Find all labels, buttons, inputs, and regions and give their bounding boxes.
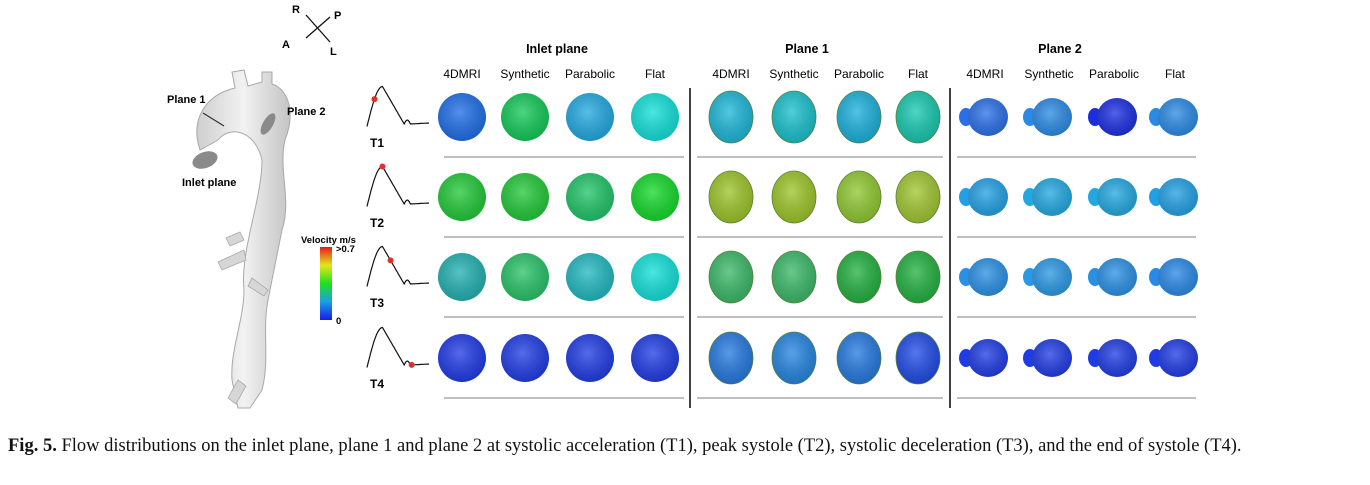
cell-shading	[438, 334, 486, 382]
colorbar-min: 0	[336, 316, 341, 327]
cell-shading	[837, 171, 881, 223]
time-point-label: T3	[370, 296, 384, 310]
column-header: Parabolic	[565, 67, 615, 81]
cell-shading	[1032, 178, 1072, 216]
cell-shading	[772, 171, 816, 223]
column-header: Parabolic	[834, 67, 884, 81]
colorbar-scale	[320, 247, 332, 320]
column-header: 4DMRI	[443, 67, 480, 81]
group-title: Plane 2	[1038, 42, 1082, 56]
column-header: Parabolic	[1089, 67, 1139, 81]
caption-text: Flow distributions on the inlet plane, p…	[56, 436, 1242, 456]
cell-shading	[968, 98, 1008, 136]
figure-panel: R P A L Plane 1 Plane 2 Inlet plane Velo…	[167, 4, 1198, 409]
cell-shading	[1158, 98, 1198, 136]
flow-waveform	[366, 165, 430, 207]
cell-shading	[1158, 339, 1198, 377]
column-headers: Inlet plane 4DMRI Synthetic Parabolic Flat Pl…	[443, 42, 1185, 81]
cell-shading	[501, 93, 549, 141]
time-point-label: T1	[370, 136, 384, 150]
column-header: 4DMRI	[712, 67, 749, 81]
orient-p-label: P	[334, 10, 341, 22]
time-marker	[379, 163, 386, 170]
cell-shading	[709, 251, 753, 303]
column-header: Synthetic	[1024, 67, 1073, 81]
flow-waveform	[366, 245, 430, 287]
cell-shading	[1097, 258, 1137, 296]
figure-caption: Fig. 5. Flow distributions on the inlet …	[8, 434, 1360, 458]
cell-shading	[709, 91, 753, 143]
cell-shading	[772, 251, 816, 303]
column-header: Flat	[645, 67, 666, 81]
cell-shading	[438, 173, 486, 221]
cell-shading	[896, 91, 940, 143]
flow-waveform	[366, 326, 430, 368]
plane1-label: Plane 1	[167, 94, 206, 106]
cell-shading	[968, 178, 1008, 216]
cell-shading	[566, 334, 614, 382]
cell-shading	[566, 93, 614, 141]
colorbar-title: Velocity m/s	[301, 235, 356, 246]
cell-shading	[501, 253, 549, 301]
cell-shading	[1097, 339, 1137, 377]
orient-l-label: L	[330, 46, 337, 58]
cell-shading	[896, 251, 940, 303]
cell-shading	[566, 253, 614, 301]
flow-waveform	[366, 85, 430, 127]
cell-shading	[631, 253, 679, 301]
cell-shading	[896, 171, 940, 223]
cell-shading	[1097, 98, 1137, 136]
column-header: 4DMRI	[966, 67, 1003, 81]
column-header: Flat	[908, 67, 929, 81]
cell-shading	[1032, 339, 1072, 377]
cell-shading	[501, 334, 549, 382]
aorta-model: Plane 1 Plane 2 Inlet plane	[167, 69, 326, 409]
cell-shading	[709, 332, 753, 384]
cell-shading	[631, 93, 679, 141]
cell-shading	[837, 332, 881, 384]
time-marker	[387, 257, 394, 264]
group-title: Plane 1	[785, 42, 829, 56]
cell-shading	[631, 334, 679, 382]
group-dividers	[444, 88, 1196, 408]
cell-shading	[1032, 98, 1072, 136]
cell-shading	[968, 258, 1008, 296]
cell-shading	[631, 173, 679, 221]
time-point-label: T2	[370, 216, 384, 230]
velocity-colorbar: Velocity m/s >0.7 0	[301, 235, 356, 327]
orient-r-label: R	[292, 4, 300, 16]
cell-shading	[772, 91, 816, 143]
cell-shading	[1097, 178, 1137, 216]
cell-shading	[501, 173, 549, 221]
cell-shading	[1158, 258, 1198, 296]
cell-shading	[772, 332, 816, 384]
plane2-label: Plane 2	[287, 106, 326, 118]
cell-shading	[566, 173, 614, 221]
cell-shading	[709, 171, 753, 223]
inlet-plane-label: Inlet plane	[182, 177, 236, 189]
cell-shading	[438, 253, 486, 301]
cell-shading	[438, 93, 486, 141]
cell-shading	[1032, 258, 1072, 296]
orientation-compass: R P A L	[282, 4, 341, 58]
waveform-column: T1 T2 T3 T4	[366, 85, 430, 391]
cell-shading	[837, 251, 881, 303]
cell-shading	[1158, 178, 1198, 216]
column-header: Synthetic	[769, 67, 818, 81]
flow-distribution-grid	[438, 90, 1198, 385]
cell-shading	[896, 332, 940, 384]
colorbar-max: >0.7	[336, 244, 355, 255]
time-marker	[371, 96, 378, 103]
time-marker	[408, 361, 415, 368]
column-header: Flat	[1165, 67, 1186, 81]
orient-a-label: A	[282, 39, 290, 51]
cell-shading	[837, 91, 881, 143]
group-title: Inlet plane	[526, 42, 588, 56]
caption-label: Fig. 5.	[8, 436, 57, 456]
cell-shading	[968, 339, 1008, 377]
column-header: Synthetic	[500, 67, 549, 81]
time-point-label: T4	[370, 377, 384, 391]
